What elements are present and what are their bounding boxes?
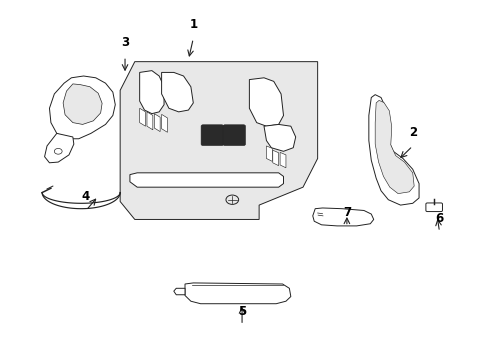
Polygon shape	[154, 114, 160, 132]
Polygon shape	[161, 114, 167, 132]
Polygon shape	[49, 76, 115, 139]
Text: 6: 6	[434, 212, 443, 225]
FancyBboxPatch shape	[223, 125, 245, 145]
Polygon shape	[161, 72, 193, 112]
Polygon shape	[44, 134, 74, 163]
Polygon shape	[264, 125, 295, 151]
FancyBboxPatch shape	[201, 125, 223, 145]
Polygon shape	[374, 100, 413, 194]
Text: 2: 2	[408, 126, 416, 139]
Text: 4: 4	[81, 190, 90, 203]
Text: 5: 5	[238, 305, 245, 318]
Polygon shape	[312, 208, 373, 226]
Text: 7: 7	[342, 207, 350, 220]
Polygon shape	[120, 62, 317, 220]
Polygon shape	[368, 95, 418, 205]
Polygon shape	[272, 150, 278, 166]
Polygon shape	[140, 108, 145, 126]
Polygon shape	[130, 173, 283, 187]
FancyBboxPatch shape	[425, 203, 442, 212]
Polygon shape	[147, 112, 153, 130]
Polygon shape	[184, 283, 290, 304]
Text: 3: 3	[121, 36, 129, 49]
Polygon shape	[63, 84, 102, 125]
Polygon shape	[173, 288, 184, 295]
Polygon shape	[249, 78, 283, 126]
Polygon shape	[266, 146, 272, 161]
Polygon shape	[280, 152, 285, 168]
Text: 1: 1	[189, 18, 197, 31]
Polygon shape	[140, 71, 163, 114]
